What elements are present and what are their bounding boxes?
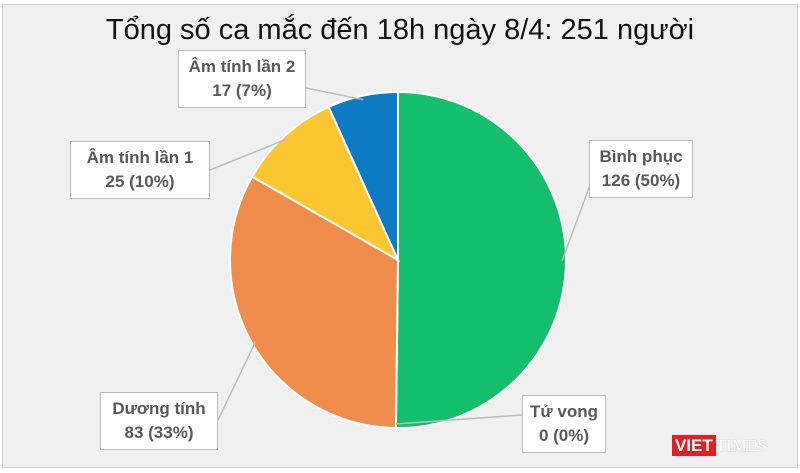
label-value: 0 (0%)	[538, 426, 590, 445]
label-duong-tinh: Dương tính 83 (33%)	[100, 392, 218, 450]
label-name: Tử vong	[529, 402, 599, 421]
label-value: 126 (50%)	[601, 171, 681, 190]
leader-line-0	[561, 184, 591, 262]
leader-line-4	[305, 87, 364, 101]
chart-title: Tổng số ca mắc đến 18h ngày 8/4: 251 ngư…	[105, 14, 695, 46]
pie-slice-4	[327, 90, 399, 261]
label-name: Âm tính lần 2	[188, 57, 296, 76]
label-binh-phuc: Bình phục 126 (50%)	[589, 140, 693, 198]
viettimes-logo: VIET TIMES	[672, 435, 767, 456]
label-am-tinh-lan-2: Âm tính lần 2 17 (7%)	[178, 50, 306, 108]
label-name: Dương tính	[112, 399, 206, 418]
leader-line-2	[217, 341, 257, 421]
label-value: 83 (33%)	[124, 423, 194, 442]
label-am-tinh-lan-1: Âm tính lần 1 25 (10%)	[70, 141, 210, 199]
label-value: 25 (10%)	[105, 172, 175, 191]
label-name: Bình phục	[599, 147, 683, 166]
label-tu-vong: Tử vong 0 (0%)	[522, 395, 606, 453]
leader-line-3	[209, 138, 288, 171]
label-name: Âm tính lần 1	[86, 148, 194, 167]
label-value: 17 (7%)	[212, 81, 272, 100]
pie-slice-2	[229, 175, 400, 430]
leader-line-1	[395, 414, 523, 425]
pie-slice-0	[394, 90, 567, 429]
pie-slice-3	[250, 105, 401, 263]
